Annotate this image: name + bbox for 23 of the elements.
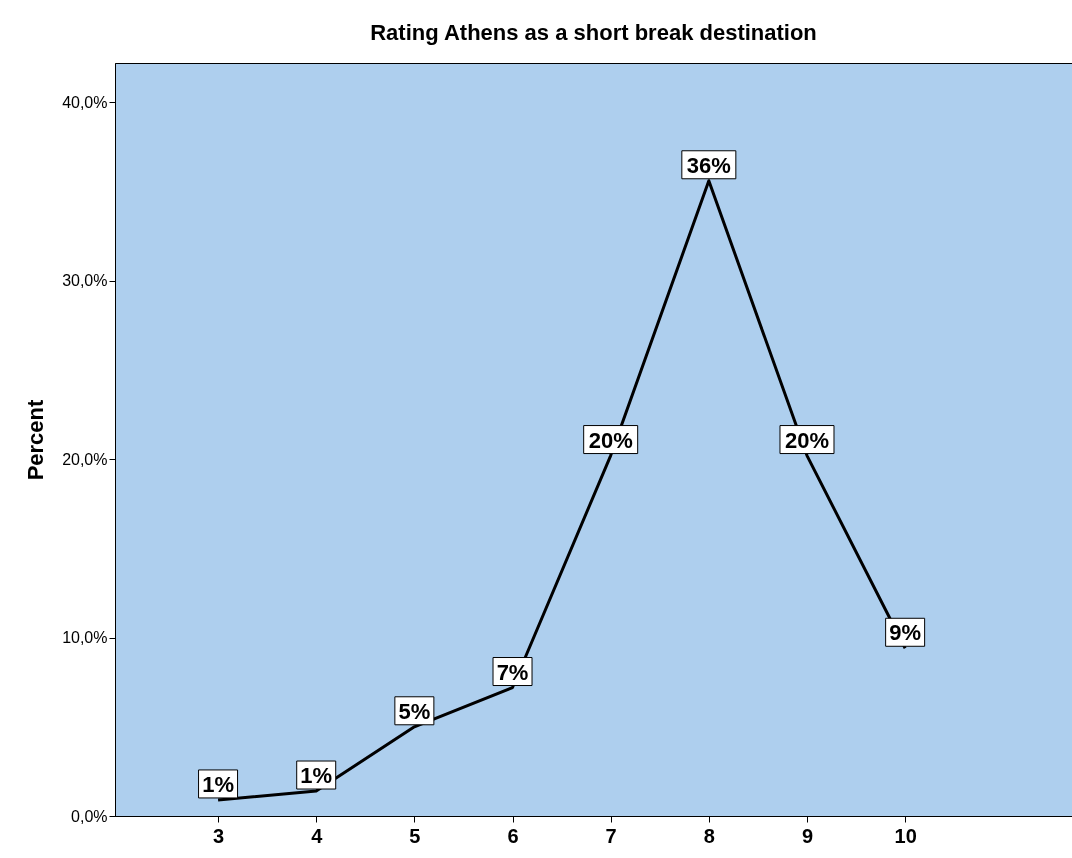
- x-tick-label: 10: [894, 824, 917, 847]
- chart-title: Rating Athens as a short break destination: [370, 20, 817, 45]
- data-label: 1%: [202, 771, 234, 797]
- y-tick-label: 0,0%: [71, 807, 108, 825]
- data-label: 9%: [889, 620, 922, 646]
- y-axis-title: Percent: [23, 398, 49, 481]
- x-tick-label: 8: [703, 824, 715, 847]
- x-tick-label: 6: [507, 824, 519, 847]
- data-label: 7%: [496, 659, 529, 685]
- y-tick-label: 40,0%: [62, 93, 108, 111]
- y-tick-label: 30,0%: [62, 272, 108, 290]
- x-tick-label: 9: [801, 824, 814, 847]
- x-tick-label: 7: [605, 824, 617, 847]
- data-label: 5%: [398, 698, 431, 724]
- data-label: 20%: [784, 427, 830, 453]
- y-tick-label: 10,0%: [62, 629, 108, 647]
- x-tick-label: 4: [311, 824, 324, 847]
- data-label: 20%: [588, 427, 633, 453]
- x-tick-label: 5: [409, 824, 421, 847]
- x-tick-label: 3: [213, 824, 225, 847]
- data-label: 1%: [300, 763, 333, 789]
- y-tick-label: 20,0%: [62, 450, 108, 468]
- data-label: 36%: [686, 152, 731, 178]
